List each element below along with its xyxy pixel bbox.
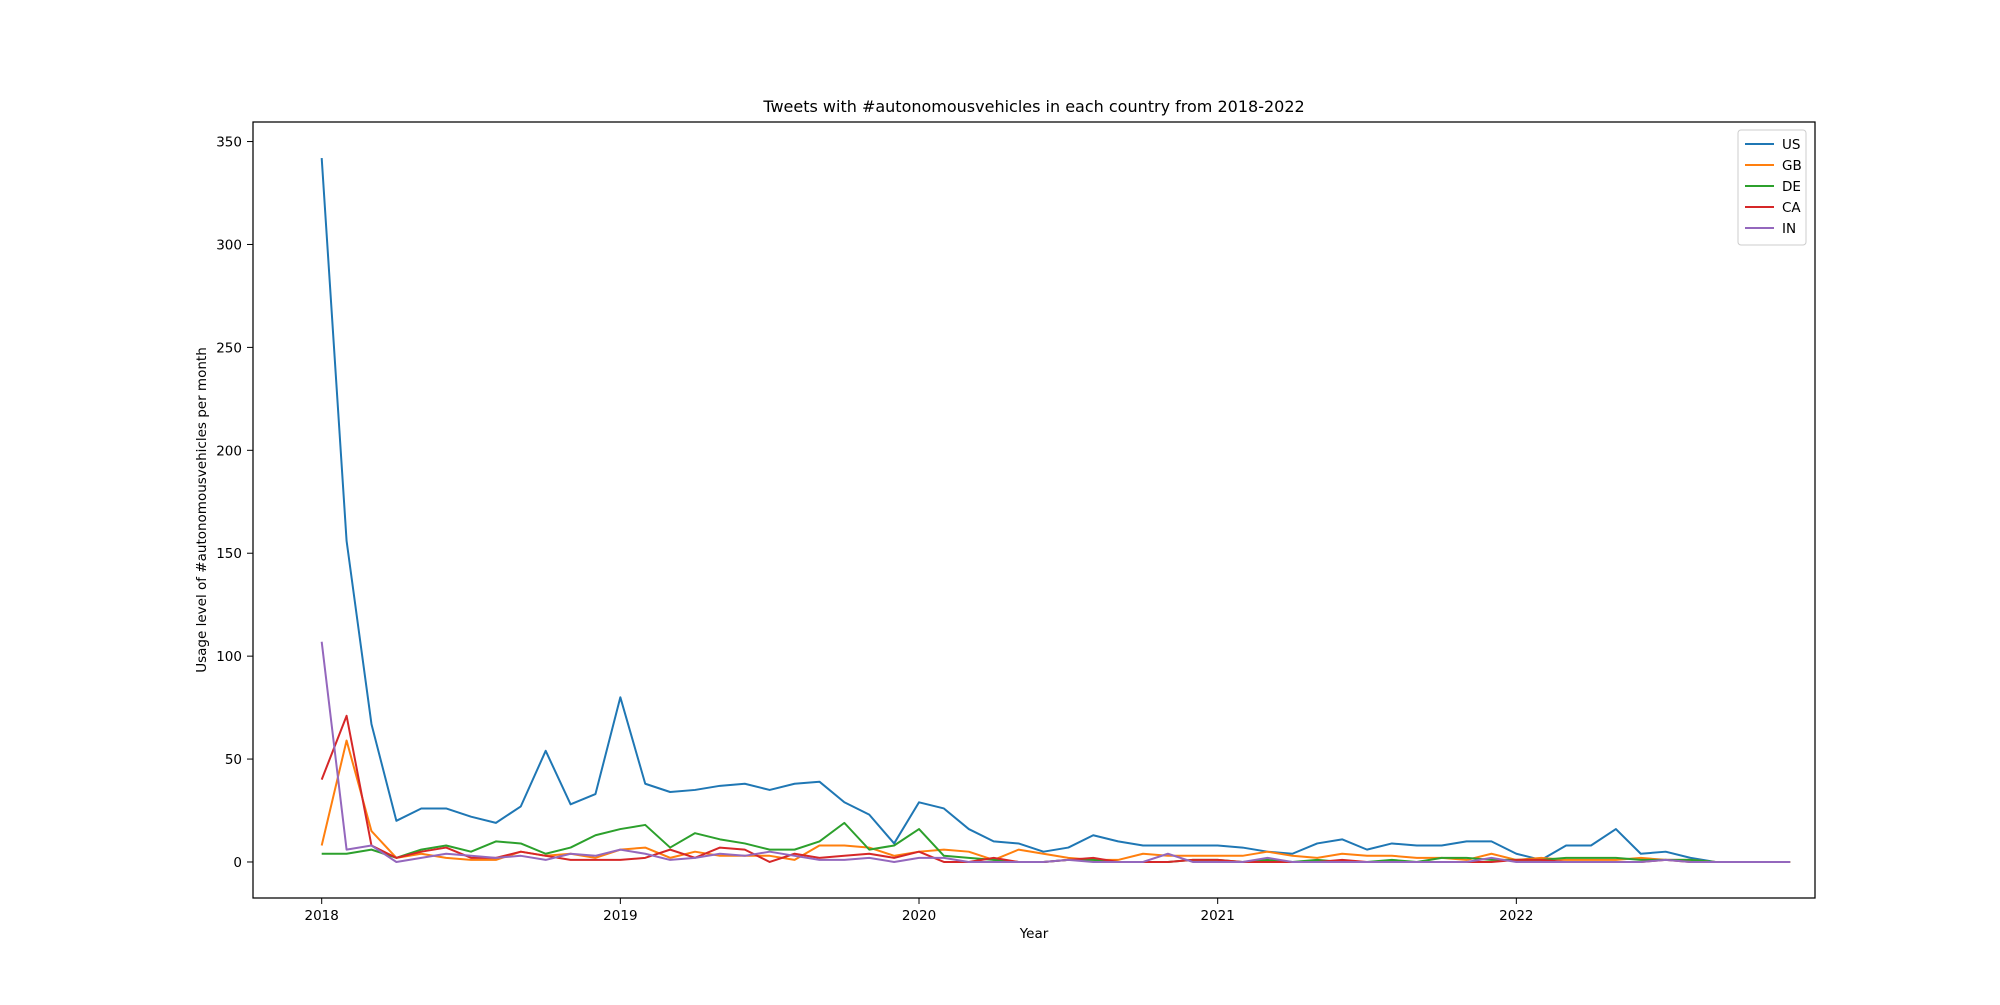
y-tick-label: 0 — [233, 855, 242, 871]
legend-box — [1737, 129, 1807, 246]
legend: US GB DE CA IN — [1737, 129, 1807, 246]
legend-label-gb: GB — [1782, 158, 1802, 174]
y-tick-label: 350 — [216, 135, 242, 151]
legend-label-de: DE — [1782, 179, 1801, 195]
y-tick-label: 300 — [216, 237, 242, 253]
series-line-in — [320, 641, 1791, 863]
x-tick-label: 2019 — [603, 908, 637, 924]
y-tick-label: 200 — [216, 443, 242, 459]
axis-ticks: 2018 2019 2020 2021 2022 0 50 100 150 200 250 300 35… — [216, 135, 1533, 924]
axes-frame — [252, 121, 1816, 899]
y-axis-label: Usage level of #autonomousvehicles per m… — [194, 347, 210, 673]
x-tick-label: 2020 — [902, 908, 936, 924]
legend-label-us: US — [1782, 137, 1800, 153]
x-axis-label: Year — [1019, 926, 1049, 942]
x-tick-label: 2018 — [305, 908, 339, 924]
x-tick-label: 2021 — [1200, 908, 1234, 924]
y-tick-label: 50 — [225, 752, 242, 768]
legend-label-in: IN — [1782, 221, 1796, 237]
y-tick-label: 100 — [216, 649, 242, 665]
y-tick-label: 150 — [216, 546, 242, 562]
plot-area — [320, 157, 1791, 863]
legend-label-ca: CA — [1782, 200, 1801, 216]
chart-title: Tweets with #autonomousvehicles in each … — [762, 97, 1304, 116]
y-tick-label: 250 — [216, 340, 242, 356]
x-tick-label: 2022 — [1499, 908, 1533, 924]
